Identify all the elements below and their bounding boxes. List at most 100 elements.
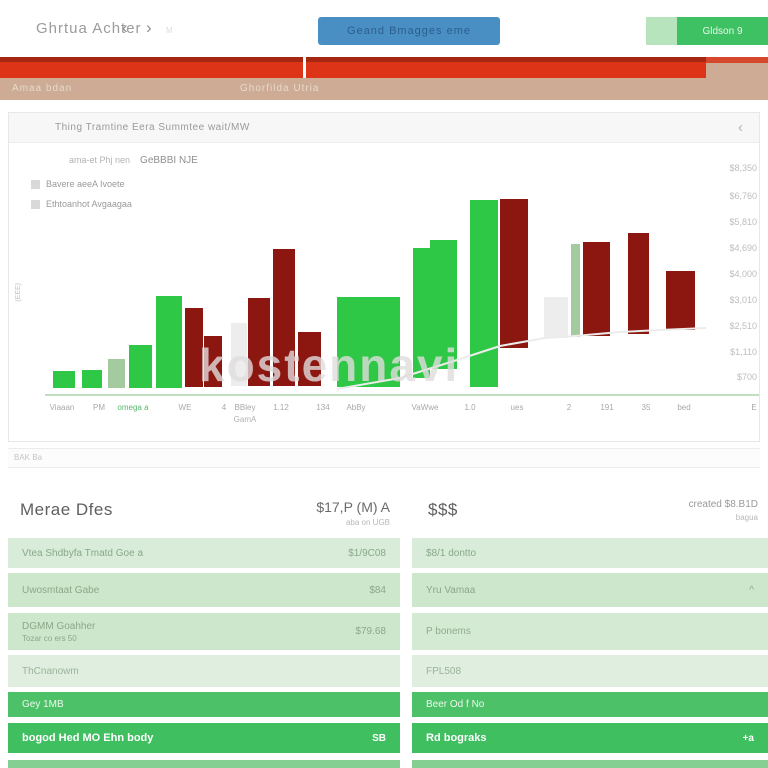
left-table-title: Merae Dfes [20,500,113,519]
right-table-amount: created $8.B1D [688,499,759,510]
secondary-action-button[interactable]: Gldson 9 [677,17,768,45]
chart-bar [430,240,457,369]
row-label: Yru Vamaa [426,584,476,596]
secondary-button-segment[interactable] [646,17,677,45]
chart-bar [156,296,182,388]
x-axis-tick-label: E [751,403,757,412]
section-banner: Amaa bdan Ghorfilda Utria [0,78,768,100]
x-axis-tick-label: 35 [641,403,651,412]
x-axis-tick-label: WE [178,403,192,412]
chart-subtitle-left: ama-et Phj nen [69,155,131,165]
table-row[interactable]: Gey 1MB [8,692,400,717]
y-axis-tick-label: $8,350 [729,163,757,173]
progress-divider [303,57,306,78]
chart-bar [273,249,295,386]
chart-bar [248,298,270,386]
chart-bar [571,244,580,337]
x-axis-tick-label: omega a [117,403,149,412]
table-row[interactable] [8,760,400,768]
page-title: Ghrtua Achter [36,20,142,37]
table-row[interactable]: DGMM Goahher Tozar co ers 50 $79.68 [8,613,400,650]
table-row[interactable]: bogod Hed MO Ehn body SB [8,723,400,753]
table-row[interactable]: Beer Od f No [412,692,768,717]
progress-fill [0,57,706,78]
x-axis-tick-label: 191 [600,403,614,412]
row-label: Rd bograks [426,732,487,744]
x-axis-tick-label: 2 [566,403,572,412]
x-axis-tick-label: bed [677,403,691,412]
row-value: $1/9C08 [348,547,386,559]
row-label: bogod Hed MO Ehn body [22,732,154,744]
y-axis-tick-label: $1,110 [730,347,757,357]
chart-bar [185,308,203,387]
left-table: Merae Dfes $17,P (M) A aba on UGB Vtea S… [0,475,400,768]
left-table-amount: $17,P (M) A [316,499,390,515]
x-axis-line [45,394,759,396]
chevron-left-icon[interactable]: ‹ [122,18,128,37]
table-row[interactable]: $8/1 dontto [412,538,768,568]
collapse-chevron-icon[interactable]: ‹ [738,119,743,136]
row-sublabel: Tozar co ers 50 [22,633,77,643]
x-axis-tick-label: 1.12 [273,403,289,412]
banner-left-label: Amaa bdan [12,83,73,94]
y-axis-title: (EEE) [15,283,22,302]
x-axis-tick-label: 1.0 [464,403,476,412]
row-label: Vtea Shdbyfa Tmatd Goe a [22,547,144,559]
chevron-right-icon[interactable]: › [146,18,152,37]
table-row[interactable]: Rd bograks +a [412,723,768,753]
chart-bar [337,297,400,387]
x-axis-tick-sublabel: GamA [233,415,257,424]
right-table-amount-sub: bagua [735,513,758,522]
chart-bar [53,371,75,388]
table-row[interactable] [412,760,768,768]
legend-swatch-icon [31,199,40,209]
legend-label: Ethtoanhot Avgaagaa [46,199,132,209]
table-row[interactable]: P bonems [412,613,768,650]
table-row[interactable]: Vtea Shdbyfa Tmatd Goe a $1/9C08 [8,538,400,568]
row-label: FPL508 [426,665,462,677]
chart-bar [298,332,321,386]
chart-bar [129,345,152,388]
row-label: ThCnanowm [22,665,79,677]
x-axis-tick-label: BBley GamA [215,403,275,424]
row-value: ^ [749,584,754,596]
y-axis-tick-label: $4,690 [729,243,757,253]
chart-card: Thing Tramtine Eera Summtee wait/MW ‹ am… [8,112,760,442]
chart-subtitle: ama-et Phj nen GeBBBI NJE [69,155,198,166]
row-label: P bonems [426,626,471,637]
chart-bar [204,336,222,387]
table-row[interactable]: Yru Vamaa ^ [412,573,768,607]
x-axis-tick-label: 134 [316,403,330,412]
left-table-total: $17,P (M) A aba on UGB [316,499,390,527]
right-table: $$$ created $8.B1D bagua $8/1 dontto Yru … [408,475,768,768]
progress-track [0,57,768,78]
legend-label: Bavere aeeA Ivoete [46,179,125,189]
y-axis-tick-label: $4,000 [729,269,757,279]
row-label: Uwosmtaat Gabe [22,584,100,596]
chart-subtitle-right: GeBBBI NJE [140,155,198,166]
left-table-amount-sub: aba on UGB [345,518,390,527]
chart-bar [231,323,247,386]
y-axis-tick-label: $700 [736,372,757,382]
row-value: $79.68 [355,626,386,637]
table-row[interactable]: FPL508 [412,655,768,687]
y-axis-tick-label: $6,760 [729,191,757,201]
chart-bar [583,242,610,336]
footer-strip-label: BAK Ba [14,453,43,462]
primary-action-button[interactable]: Geand Bmagges eme [318,17,500,45]
table-row[interactable]: Uwosmtaat Gabe $84 [8,573,400,607]
x-axis-tick-label: ues [510,403,524,412]
row-value: $84 [369,584,386,596]
row-label: Gey 1MB [22,699,64,710]
chart-bar [666,271,695,330]
x-axis-tick-label: PM [93,403,105,412]
progress-remainder [706,57,768,78]
table-row[interactable]: ThCnanowm [8,655,400,687]
right-table-title: $$$ [428,500,458,519]
row-label: DGMM Goahher Tozar co ers 50 [22,620,96,643]
row-value: +a [742,732,754,744]
right-table-total: created $8.B1D bagua [689,499,759,522]
x-axis-tick-label: AbBy [346,403,366,412]
banner-center-label: Ghorfilda Utria [240,83,320,94]
